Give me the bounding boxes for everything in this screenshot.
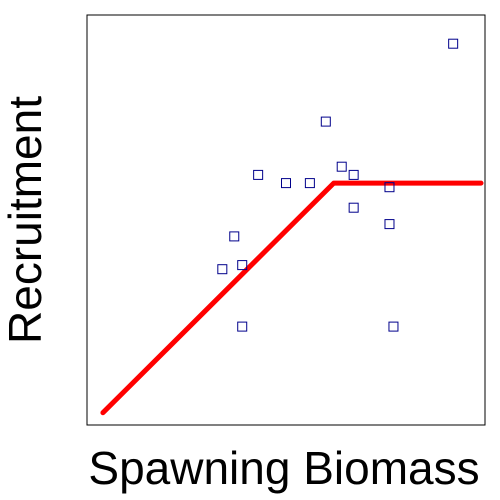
data-point [281,178,291,189]
fit-line-layer [100,180,484,416]
data-point [237,260,248,271]
data-point [320,116,331,127]
data-point [388,321,399,332]
data-point [348,202,359,213]
data-point [384,182,395,193]
points-layer [217,38,459,332]
data-point [217,264,228,275]
plot-frame [86,14,486,426]
data-point [304,178,315,189]
data-point [384,219,395,230]
data-point [253,169,264,180]
data-point [448,38,459,49]
hockey-stick-fit-line [100,180,484,416]
data-point [237,321,248,332]
data-point [348,169,359,180]
data-point [336,161,347,172]
x-axis-title: Spawning Biomass [88,442,479,494]
y-axis-title: Recruitment [0,96,51,344]
data-point [229,231,240,242]
